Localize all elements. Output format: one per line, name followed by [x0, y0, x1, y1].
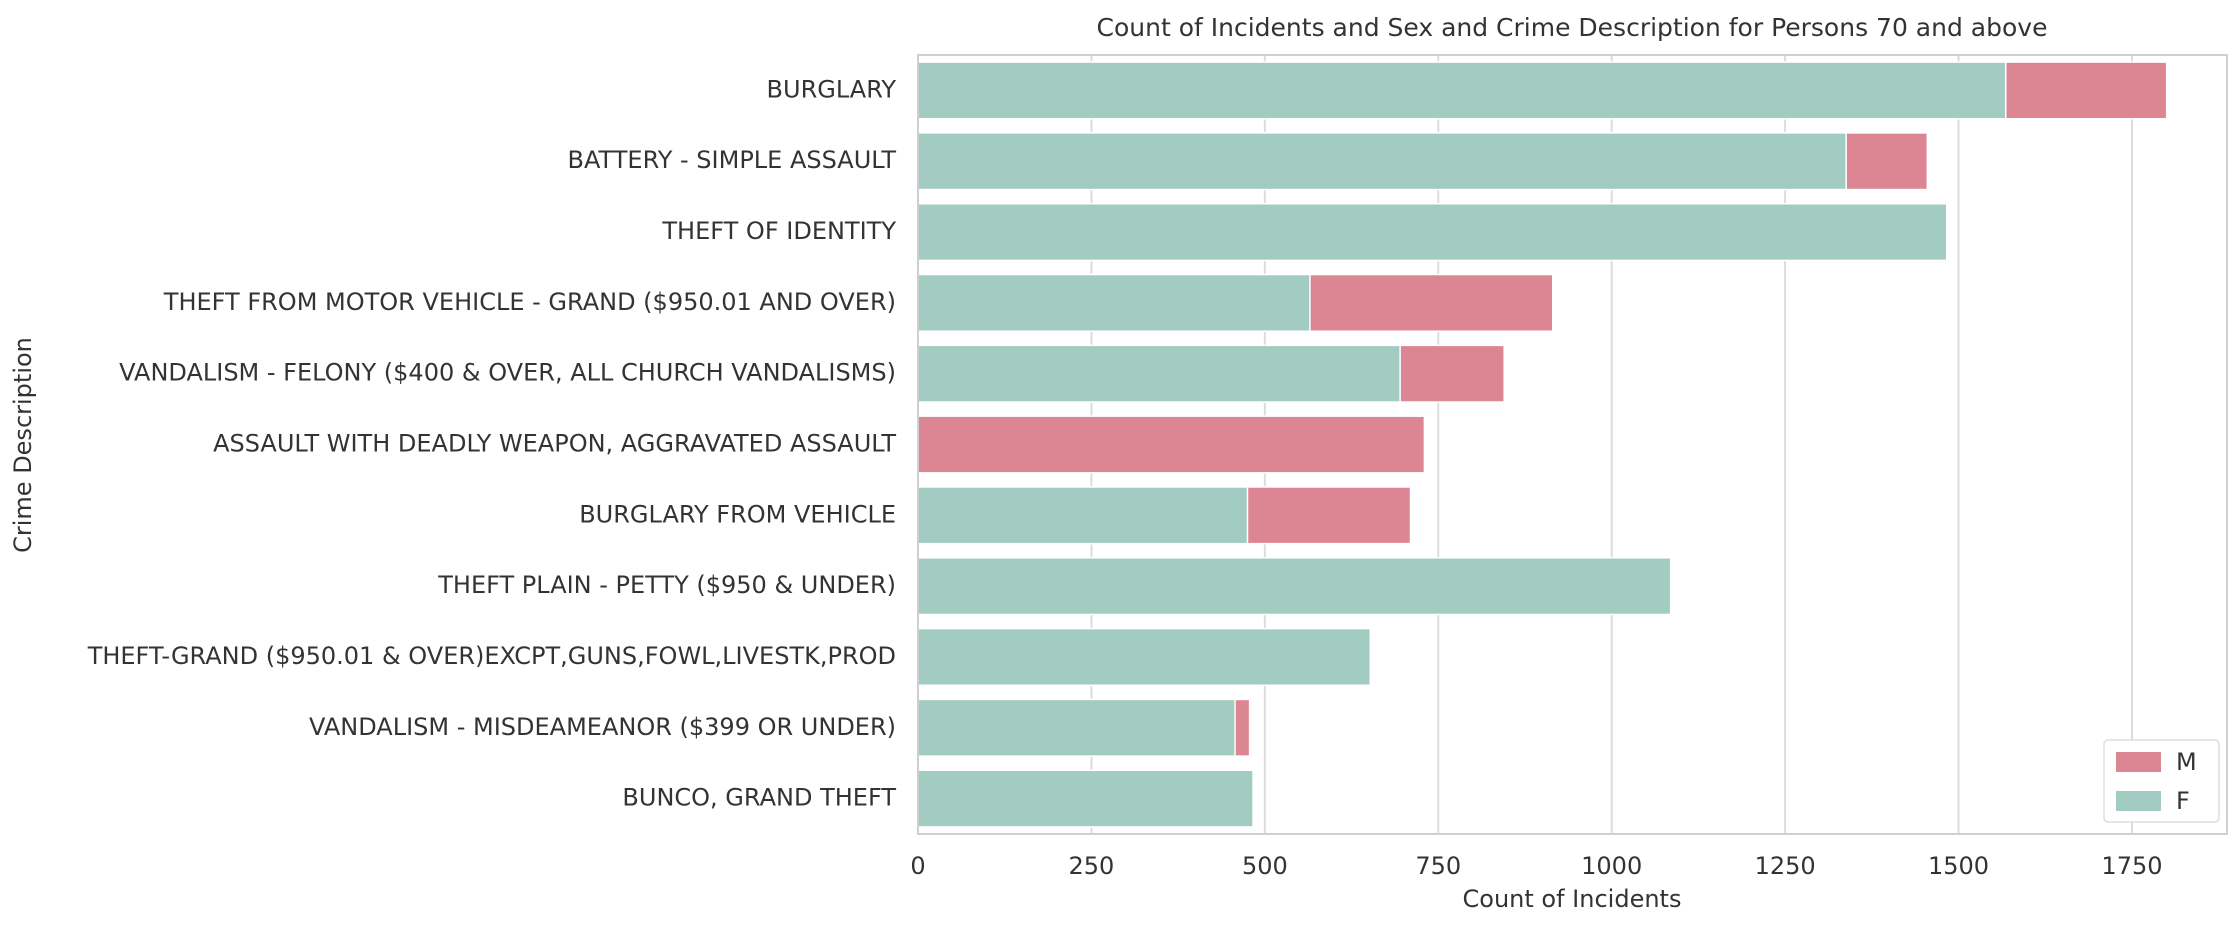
legend-label: M — [2176, 748, 2197, 776]
bar — [917, 769, 1254, 828]
bar — [917, 698, 1236, 757]
y-tick-label: THEFT PLAIN - PETTY ($950 & UNDER) — [437, 571, 896, 599]
y-tick-label: THEFT OF IDENTITY — [661, 217, 896, 245]
y-tick-label: BURGLARY — [767, 75, 897, 103]
y-tick-label: VANDALISM - MISDEAMEANOR ($399 OR UNDER) — [309, 713, 896, 741]
bar — [917, 344, 1401, 403]
y-tick-label: BURGLARY FROM VEHICLE — [579, 500, 896, 528]
bar — [917, 202, 1948, 262]
bar — [917, 557, 1672, 616]
y-tick-label: ASSAULT WITH DEADLY WEAPON, AGGRAVATED A… — [213, 430, 896, 458]
y-axis-label: Crime Description — [9, 337, 37, 553]
x-tick-label: 500 — [1242, 852, 1288, 880]
y-tick-label: BATTERY - SIMPLE ASSAULT — [568, 146, 897, 174]
x-tick-label: 0 — [910, 852, 925, 880]
bar — [917, 486, 1249, 545]
bar — [917, 415, 1426, 474]
chart-title: Count of Incidents and Sex and Crime Des… — [1097, 13, 2048, 42]
bar — [917, 132, 1847, 191]
y-tick-label: VANDALISM - FELONY ($400 & OVER, ALL CHU… — [119, 359, 896, 387]
bar — [917, 627, 1372, 687]
legend: MF — [2103, 739, 2220, 823]
legend-swatch — [2116, 791, 2161, 811]
bar — [917, 61, 2007, 120]
x-tick-label: 1000 — [1581, 852, 1642, 880]
plot-frame — [917, 54, 2228, 835]
x-tick-label: 1500 — [1928, 852, 1989, 880]
legend-swatch — [2116, 752, 2161, 772]
y-tick-label: BUNCO, GRAND THEFT — [622, 784, 896, 812]
x-axis-label: Count of Incidents — [1463, 885, 1682, 913]
bars — [917, 61, 2168, 828]
y-tick-label: THEFT FROM MOTOR VEHICLE - GRAND ($950.0… — [163, 288, 896, 316]
x-tick-label: 750 — [1415, 852, 1461, 880]
y-tick-label: THEFT-GRAND ($950.01 & OVER)EXCPT,GUNS,F… — [87, 642, 896, 670]
legend-label: F — [2176, 787, 2190, 815]
bar — [917, 273, 1311, 332]
x-tick-label: 1750 — [2101, 852, 2162, 880]
x-tick-label: 1250 — [1755, 852, 1816, 880]
x-tick-label: 250 — [1069, 852, 1115, 880]
